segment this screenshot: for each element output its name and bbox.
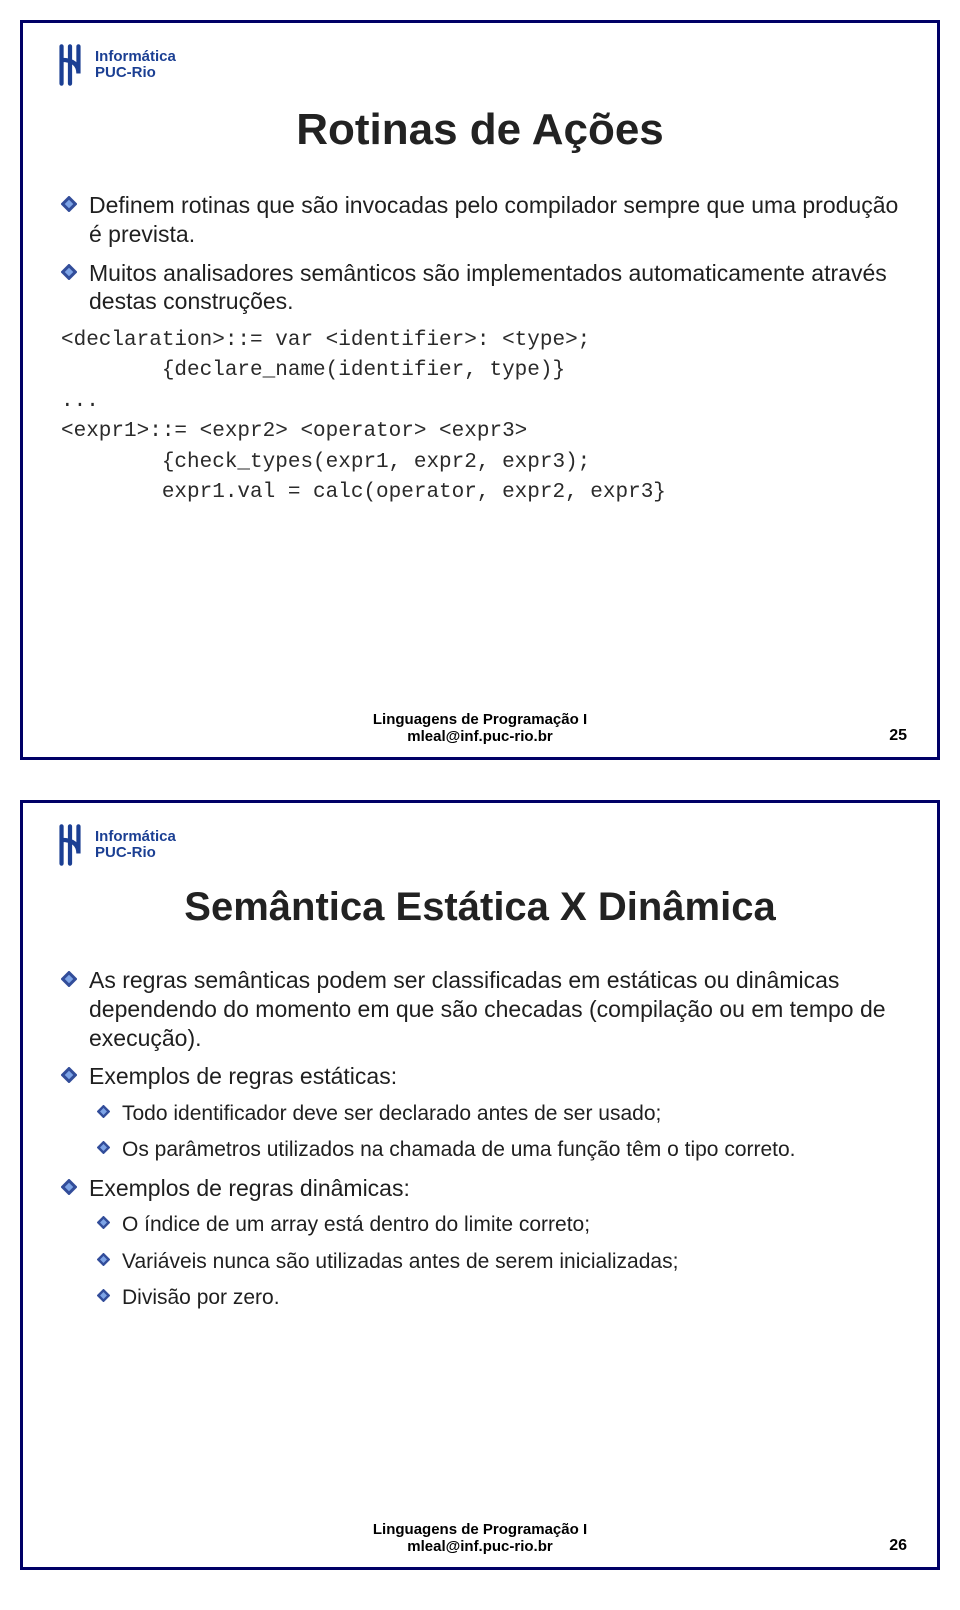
slide-footer: Linguagens de Programação I mleal@inf.pu…: [23, 1521, 937, 1556]
footer-line1: Linguagens de Programação I: [23, 1521, 937, 1538]
logo-line1: Informática: [95, 49, 176, 65]
sub-bullet: Variáveis nunca são utilizadas antes de …: [97, 1249, 899, 1275]
diamond-icon: [61, 264, 77, 280]
logo-line2: PUC-Rio: [95, 65, 176, 81]
page-number: 26: [889, 1537, 907, 1555]
diamond-icon: [97, 1253, 110, 1266]
sub-bullet-text: Todo identificador deve ser declarado an…: [122, 1101, 661, 1127]
slide-footer: Linguagens de Programação I mleal@inf.pu…: [23, 711, 937, 746]
diamond-icon: [97, 1105, 110, 1118]
footer-line2: mleal@inf.puc-rio.br: [23, 1538, 937, 1555]
sub-bullet-text: Os parâmetros utilizados na chamada de u…: [122, 1137, 796, 1163]
diamond-icon: [61, 196, 77, 212]
code-block: <declaration>::= var <identifier>: <type…: [61, 326, 899, 509]
puc-logo-icon: [53, 43, 87, 87]
bullet-text: Muitos analisadores semânticos são imple…: [89, 259, 899, 317]
sub-bullet-text: O índice de um array está dentro do limi…: [122, 1212, 590, 1238]
bullet: Exemplos de regras estáticas:: [61, 1062, 899, 1091]
bullet: Definem rotinas que são invocadas pelo c…: [61, 191, 899, 249]
logo-line2: PUC-Rio: [95, 845, 176, 861]
logo-line1: Informática: [95, 829, 176, 845]
bullet: Muitos analisadores semânticos são imple…: [61, 259, 899, 317]
puc-logo-icon: [53, 823, 87, 867]
logo-text: Informática PUC-Rio: [95, 49, 176, 81]
sub-bullet: Todo identificador deve ser declarado an…: [97, 1101, 899, 1127]
sub-bullet: Divisão por zero.: [97, 1285, 899, 1311]
diamond-icon: [97, 1141, 110, 1154]
page-number: 25: [889, 727, 907, 745]
diamond-icon: [97, 1289, 110, 1302]
sub-bullet: Os parâmetros utilizados na chamada de u…: [97, 1137, 899, 1163]
slide-2: Informática PUC-Rio Semântica Estática X…: [20, 800, 940, 1570]
bullet-text: Exemplos de regras dinâmicas:: [89, 1174, 410, 1203]
sub-bullet-text: Divisão por zero.: [122, 1285, 280, 1311]
footer-line1: Linguagens de Programação I: [23, 711, 937, 728]
slide-title: Semântica Estática X Dinâmica: [53, 885, 907, 930]
logo-block: Informática PUC-Rio: [53, 43, 907, 87]
footer-line2: mleal@inf.puc-rio.br: [23, 728, 937, 745]
slide-1: Informática PUC-Rio Rotinas de Ações Def…: [20, 20, 940, 760]
logo-block: Informática PUC-Rio: [53, 823, 907, 867]
bullet: Exemplos de regras dinâmicas:: [61, 1174, 899, 1203]
diamond-icon: [97, 1216, 110, 1229]
sub-bullet: O índice de um array está dentro do limi…: [97, 1212, 899, 1238]
bullet: As regras semânticas podem ser classific…: [61, 966, 899, 1052]
diamond-icon: [61, 1067, 77, 1083]
slide-title: Rotinas de Ações: [53, 105, 907, 155]
bullet-text: Exemplos de regras estáticas:: [89, 1062, 397, 1091]
diamond-icon: [61, 971, 77, 987]
sub-bullet-text: Variáveis nunca são utilizadas antes de …: [122, 1249, 678, 1275]
diamond-icon: [61, 1179, 77, 1195]
logo-text: Informática PUC-Rio: [95, 829, 176, 861]
bullet-text: As regras semânticas podem ser classific…: [89, 966, 899, 1052]
bullet-text: Definem rotinas que são invocadas pelo c…: [89, 191, 899, 249]
